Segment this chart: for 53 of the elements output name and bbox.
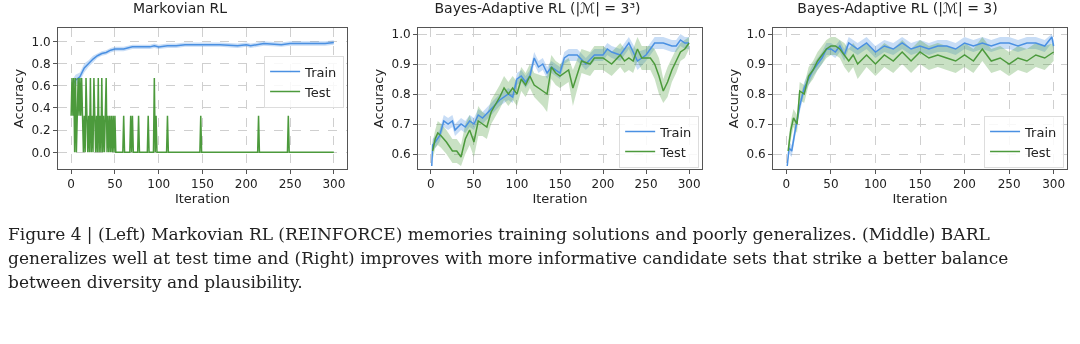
y-tick-label: 0.2 [31, 123, 51, 138]
y-tick-label: 0.6 [746, 147, 766, 162]
y-tick-label: 0.0 [31, 145, 51, 160]
y-tick-label: 0.4 [31, 101, 51, 116]
y-tick-label: 0.7 [746, 117, 766, 132]
x-tick-label: 200 [234, 177, 258, 192]
y-tick-label: 0.9 [391, 57, 411, 72]
x-tick-label: 200 [591, 177, 615, 192]
x-tick-label: 50 [466, 177, 482, 192]
x-tick-label: 250 [997, 177, 1021, 192]
x-tick-label: 250 [278, 177, 302, 192]
legend-label: Test [304, 84, 331, 100]
x-tick-label: 300 [1042, 177, 1066, 192]
x-tick-label: 100 [505, 177, 529, 192]
y-tick-label: 1.0 [31, 34, 51, 49]
x-tick-label: 150 [191, 177, 214, 192]
legend-label: Train [304, 64, 337, 80]
chart-title: Bayes-Adaptive RL (|ℳ| = 3³) [434, 0, 641, 18]
y-tick-label: 0.7 [391, 117, 411, 132]
legend-label: Train [1024, 124, 1057, 140]
x-axis-title: Iteration [174, 191, 231, 207]
x-tick-label: 0 [67, 177, 75, 192]
y-tick-label: 0.8 [746, 87, 766, 102]
x-tick-label: 0 [782, 177, 791, 192]
x-tick-label: 300 [677, 177, 701, 192]
x-tick-label: 100 [864, 177, 887, 192]
x-tick-label: 150 [548, 177, 572, 192]
y-axis-title: Accuracy [726, 68, 742, 129]
x-tick-label: 100 [147, 177, 171, 192]
x-tick-label: 200 [953, 177, 976, 192]
legend-label: Test [659, 144, 686, 160]
y-tick-label: 1.0 [391, 27, 411, 42]
y-axis-title: Accuracy [371, 68, 387, 129]
y-tick-label: 0.8 [391, 87, 411, 102]
y-tick-label: 0.6 [31, 78, 51, 93]
y-tick-label: 0.6 [391, 147, 411, 162]
x-axis-title: Iteration [892, 191, 948, 207]
legend-label: Train [659, 124, 692, 140]
legend-label: Test [1024, 144, 1051, 160]
y-tick-label: 1.0 [746, 27, 766, 42]
x-tick-label: 50 [107, 177, 123, 192]
x-tick-label: 300 [322, 177, 346, 192]
x-axis-title: Iteration [532, 191, 588, 207]
x-tick-label: 150 [908, 177, 932, 192]
x-tick-label: 50 [823, 177, 839, 192]
y-axis-title: Accuracy [11, 68, 27, 129]
chart-title: Bayes-Adaptive RL (|ℳ| = 3) [797, 0, 998, 18]
caption: Figure 4 | (Left) Markovian RL (REINFORCE) memories training solutions and poorly generalizes. (Middle) BARL generalizes well at test time and (Right) improves with more informative candidate sets that strike a better balance between diversity and plausibility. [8, 223, 1010, 294]
chart-title: Markovian RL [132, 0, 228, 17]
x-tick-label: 250 [634, 177, 658, 192]
y-tick-label: 0.9 [746, 57, 766, 72]
x-tick-label: 0 [427, 177, 435, 192]
y-tick-label: 0.8 [31, 56, 51, 71]
